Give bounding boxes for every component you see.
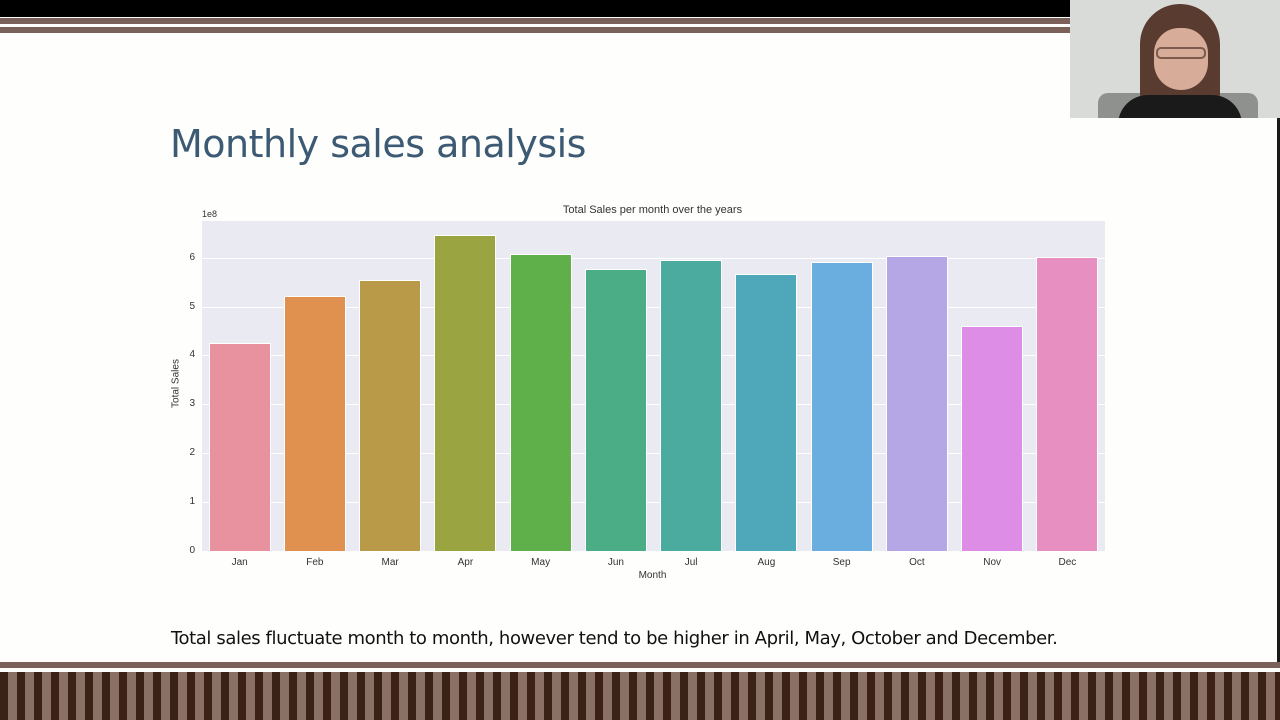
presenter-webcam <box>1070 0 1280 118</box>
bar-aug <box>736 274 797 551</box>
plot-area <box>202 221 1105 551</box>
webcam-person-body <box>1118 95 1242 118</box>
y-tick-label: 6 <box>189 251 195 263</box>
chart-title: Total Sales per month over the years <box>562 204 743 216</box>
bottom-striped-pattern <box>0 672 1280 720</box>
x-tick-label: Jun <box>607 557 624 568</box>
x-tick-label: Feb <box>306 557 324 568</box>
gridline <box>202 502 1105 504</box>
x-tick-label: May <box>531 557 551 568</box>
gridline <box>202 404 1105 406</box>
bar-mar <box>360 280 421 551</box>
x-tick-label: Nov <box>983 557 1002 568</box>
y-tick-label: 5 <box>189 300 195 312</box>
bar-sep <box>811 262 872 551</box>
y-tick-label: 3 <box>189 398 195 410</box>
bar-jun <box>585 269 646 551</box>
gridline <box>202 257 1105 259</box>
bar-feb <box>284 296 345 551</box>
x-tick-label: Jan <box>231 557 248 568</box>
slide-title: Monthly sales analysis <box>170 122 586 166</box>
top-decorative-stripe <box>0 18 1070 24</box>
bar-jan <box>209 344 270 551</box>
bottom-decorative-stripe <box>0 662 1280 668</box>
x-axis-label: Month <box>638 570 667 581</box>
bar-apr <box>435 235 496 551</box>
top-decorative-stripe <box>0 27 1070 33</box>
gridline <box>202 453 1105 455</box>
bar-oct <box>886 256 947 551</box>
y-tick-label: 2 <box>189 447 195 459</box>
right-edge-border <box>1277 118 1280 663</box>
y-axis-offset-label: 1e8 <box>202 209 218 219</box>
x-tick-label: Oct <box>909 557 925 568</box>
slide-caption: Total sales fluctuate month to month, ho… <box>171 628 1058 649</box>
top-black-bar <box>0 0 1070 17</box>
gridline <box>202 306 1105 308</box>
x-tick-label: Apr <box>457 557 474 568</box>
x-tick-label: Jul <box>684 557 698 568</box>
bar-may <box>510 254 571 551</box>
bar-dec <box>1037 257 1098 551</box>
y-tick-label: 0 <box>189 545 195 556</box>
bar-chart: Total Sales per month over the years 1e8… <box>165 200 1115 590</box>
x-tick-label: Dec <box>1058 557 1077 568</box>
y-tick-label: 4 <box>189 349 195 361</box>
x-tick-label: Sep <box>832 557 851 568</box>
webcam-person-glasses <box>1156 47 1206 59</box>
x-tick-label: Mar <box>381 557 399 568</box>
y-tick-label: 1 <box>189 496 195 508</box>
bar-nov <box>962 327 1023 551</box>
gridline <box>202 355 1105 357</box>
bar-jul <box>661 260 722 551</box>
x-tick-label: Aug <box>757 557 776 568</box>
webcam-person-face <box>1154 28 1208 90</box>
